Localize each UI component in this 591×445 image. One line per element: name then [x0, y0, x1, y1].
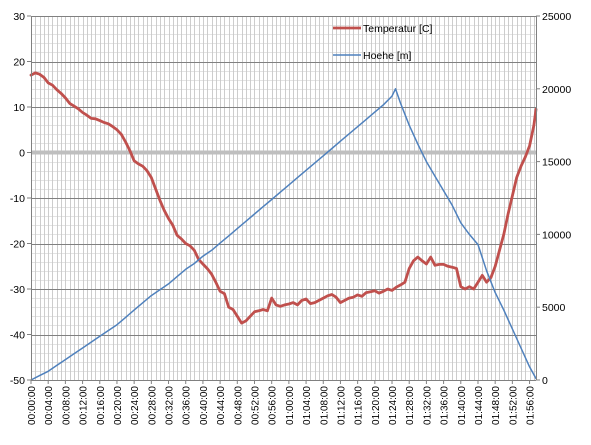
left-tick-label: -40: [10, 330, 25, 342]
x-tick-label: 00:20:00: [113, 386, 124, 425]
x-tick-label: 01:56:00: [526, 386, 537, 425]
left-tick-label: -50: [10, 375, 25, 387]
x-tick-label: 01:32:00: [422, 386, 433, 425]
x-tick-label: 00:08:00: [61, 386, 72, 425]
right-tick-label: 5000: [542, 302, 566, 314]
right-tick-label: 15000: [542, 157, 571, 169]
x-tick-label: 01:44:00: [474, 386, 485, 425]
x-tick-label: 00:24:00: [130, 386, 141, 425]
series-line-1: [30, 88, 537, 381]
axes: [31, 16, 537, 381]
left-tick-label: 10: [13, 102, 25, 114]
left-axis-ticks: -50 -40 -30 -20 -10 0 10 20 30: [10, 11, 31, 387]
x-tick-label: 00:36:00: [182, 386, 193, 425]
left-tick-label: 30: [13, 11, 25, 23]
x-tick-label: 01:12:00: [336, 386, 347, 425]
x-tick-label: 01:04:00: [302, 386, 313, 425]
x-tick-label: 01:52:00: [508, 386, 519, 425]
x-tick-label: 00:52:00: [251, 386, 262, 425]
right-tick-label: 10000: [542, 229, 571, 241]
x-tick-label: 00:16:00: [96, 386, 107, 425]
right-tick-label: 20000: [542, 84, 571, 96]
legend-label-1: Hoehe [m]: [363, 50, 412, 62]
left-tick-label: -30: [10, 284, 25, 296]
x-tick-label: 01:16:00: [354, 386, 365, 425]
x-tick-label: 00:32:00: [165, 386, 176, 425]
legend: Temperatur [C] Hoehe [m]: [333, 23, 433, 62]
zero-line: [31, 150, 536, 155]
series-line-0: [29, 71, 538, 325]
x-axis-ticks: 00:00:00 00:04:00 00:08:00 00:12:00 00:16:00…: [27, 380, 537, 425]
x-tick-label: 01:28:00: [405, 386, 416, 425]
plot-area: [31, 16, 536, 380]
x-tick-label: 00:28:00: [147, 386, 158, 425]
right-tick-label: 25000: [542, 11, 571, 23]
x-tick-label: 00:04:00: [44, 386, 55, 425]
x-tick-label: 01:00:00: [285, 386, 296, 425]
x-tick-label: 01:48:00: [491, 386, 502, 425]
x-tick-label: 00:40:00: [199, 386, 210, 425]
left-tick-label: -20: [10, 239, 25, 251]
x-tick-label: 00:48:00: [233, 386, 244, 425]
x-tick-label: 01:24:00: [388, 386, 399, 425]
x-tick-label: 01:20:00: [371, 386, 382, 425]
x-tick-label: 00:00:00: [27, 386, 38, 425]
x-tick-label: 00:44:00: [216, 386, 227, 425]
x-tick-label: 00:12:00: [79, 386, 90, 425]
left-tick-label: 0: [19, 148, 25, 160]
plot-background: [31, 16, 536, 380]
right-tick-label: 0: [542, 375, 548, 387]
x-tick-label: 01:08:00: [319, 386, 330, 425]
left-tick-label: -10: [10, 193, 25, 205]
series-lines: [29, 71, 538, 381]
x-tick-label: 01:40:00: [457, 386, 468, 425]
left-tick-label: 20: [13, 57, 25, 69]
legend-label-0: Temperatur [C]: [363, 23, 433, 35]
right-axis-ticks: 0 5000 10000 15000 20000 25000: [536, 11, 571, 387]
x-tick-label: 01:36:00: [440, 386, 451, 425]
grid-lines: [31, 16, 536, 381]
x-tick-label: 00:56:00: [268, 386, 279, 425]
